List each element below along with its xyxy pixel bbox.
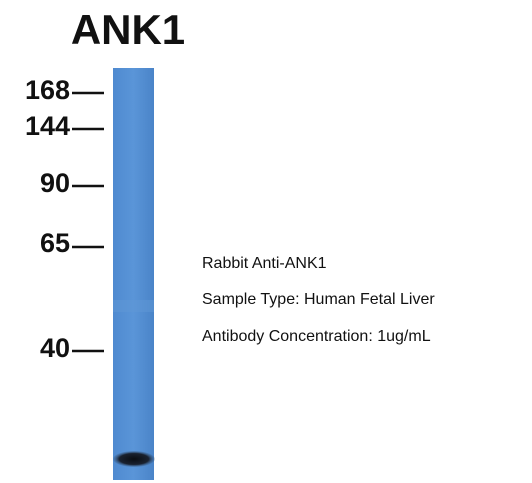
lane [113,68,154,480]
faint-band [113,300,154,312]
marker-label: 144 [25,111,70,141]
marker-label: 90 [40,168,70,198]
marker-label: 168 [25,75,70,105]
marker-label: 65 [40,228,70,258]
title: ANK1 [71,6,185,53]
marker-label: 40 [40,333,70,363]
annotation: Antibody Concentration: 1ug/mL [202,328,431,345]
blot-figure: ANK1 168 144 90 65 40 Rabbit Anti-ANK1 S… [0,0,532,483]
band [113,451,155,467]
markers: 168 144 90 65 40 [25,75,104,363]
annotation: Sample Type: Human Fetal Liver [202,291,435,308]
annotation: Rabbit Anti-ANK1 [202,255,327,272]
